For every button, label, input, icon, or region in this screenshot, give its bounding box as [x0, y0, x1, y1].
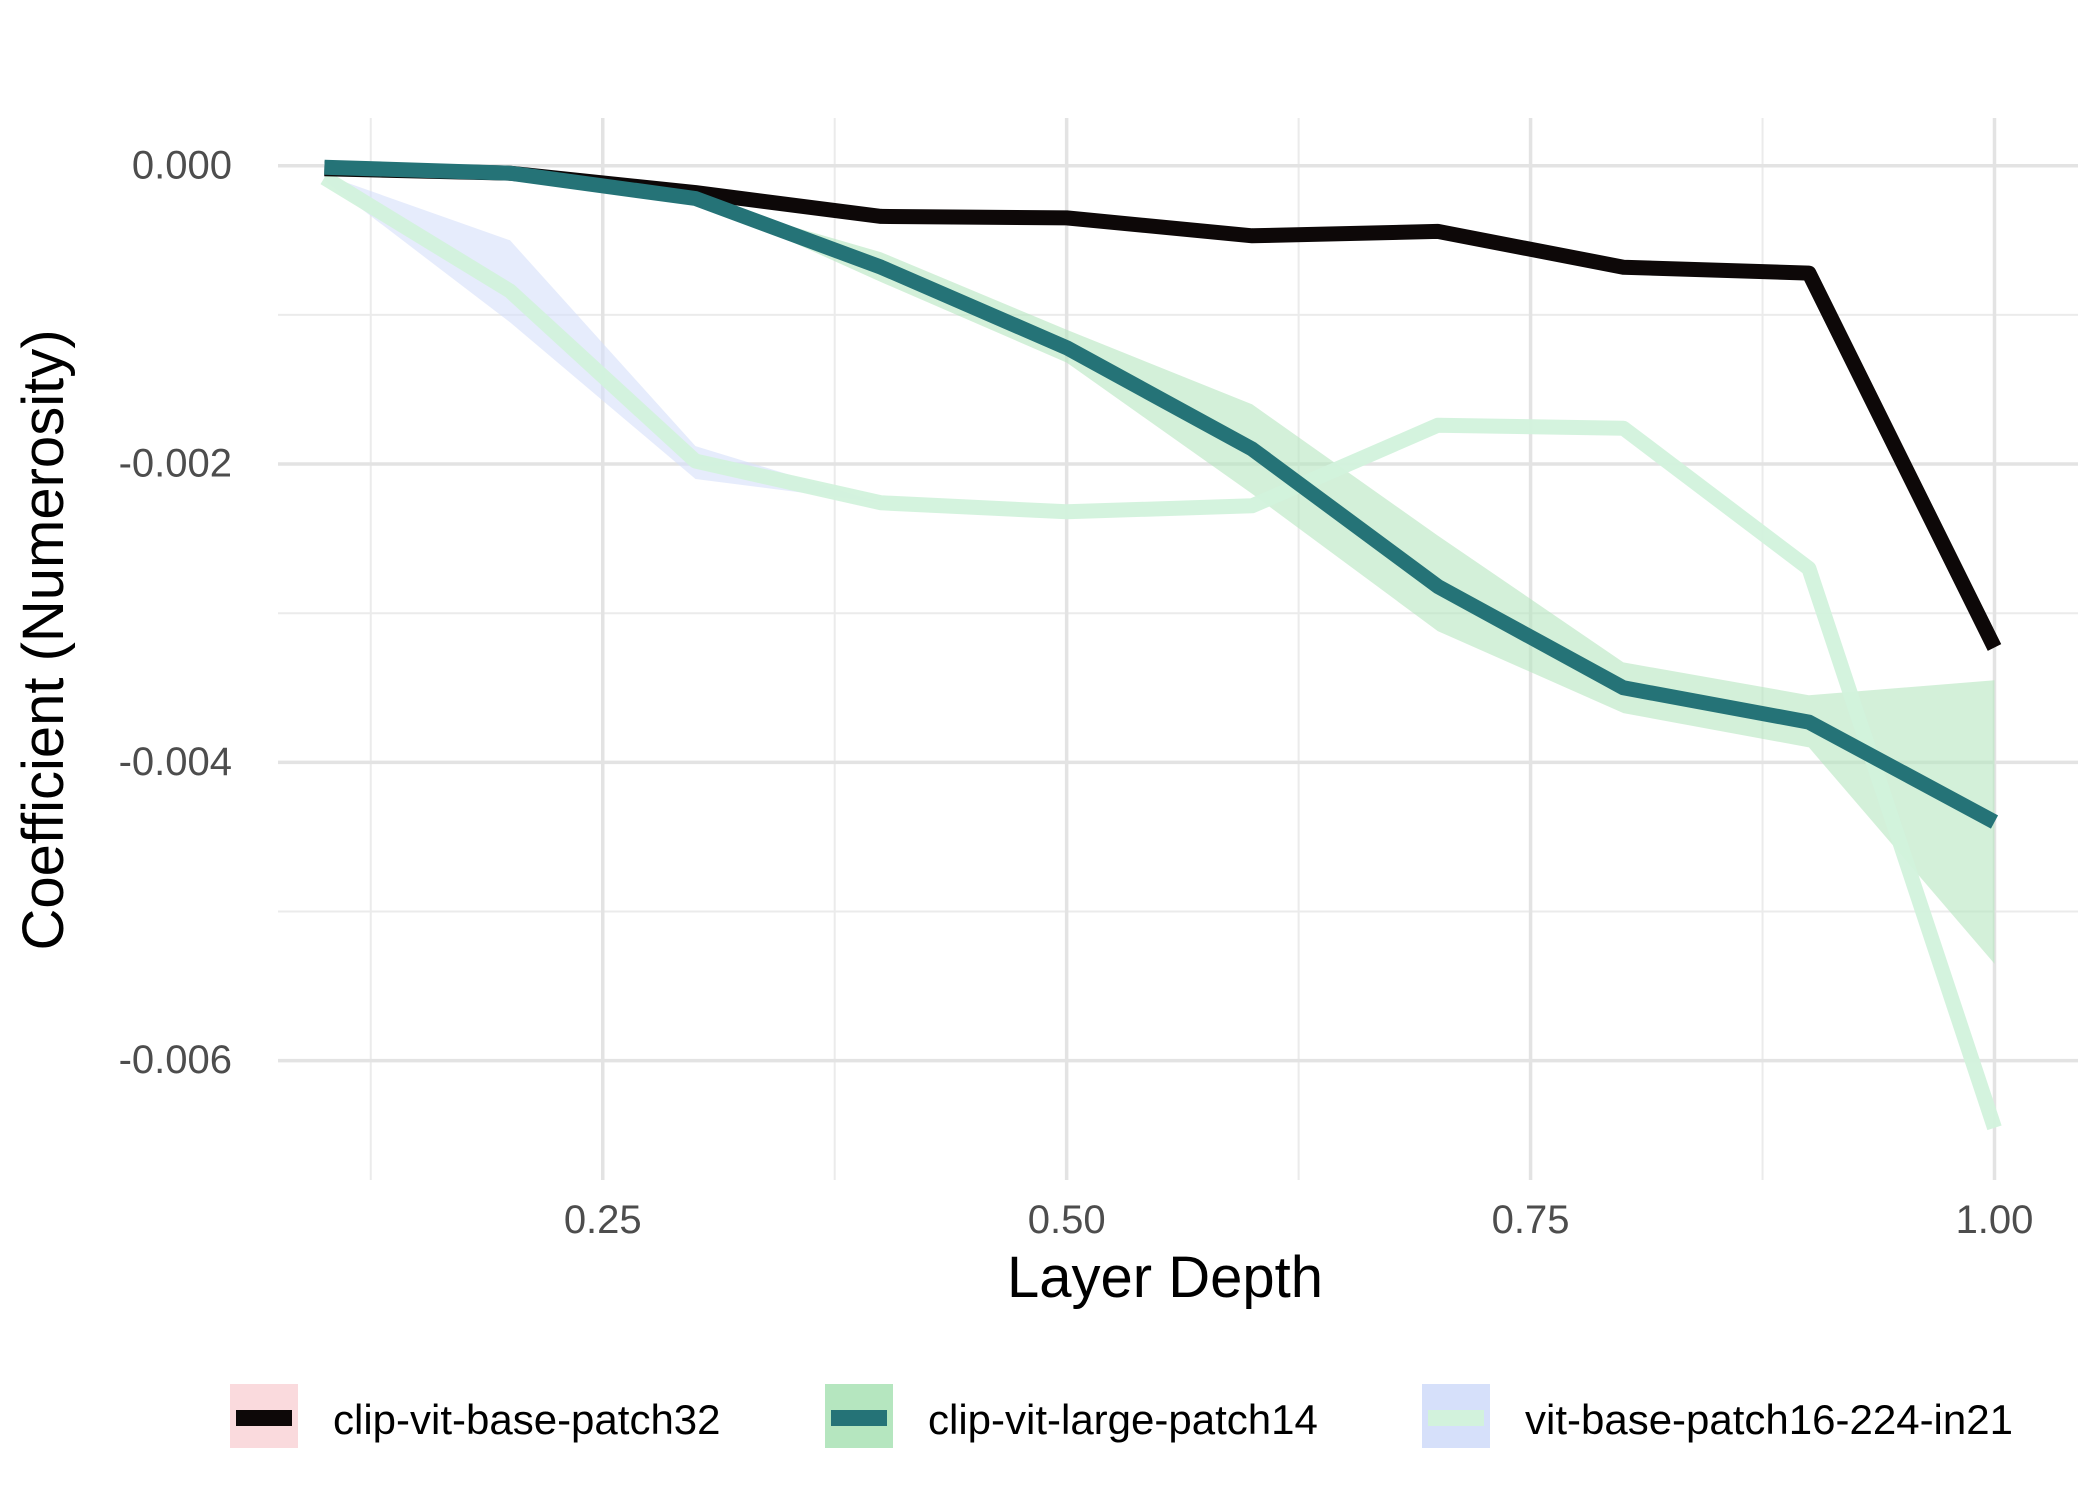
- line-clip-vit-large-patch14: [324, 159, 1999, 829]
- x-tick-label: 0.25: [564, 1198, 642, 1242]
- x-tick-label: 0.50: [1028, 1198, 1106, 1242]
- y-tick-label: 0.000: [132, 143, 232, 187]
- legend-label: clip-vit-base-patch32: [333, 1396, 721, 1443]
- x-tick-label: 0.75: [1492, 1198, 1570, 1242]
- x-axis-title: Layer Depth: [1007, 1245, 1323, 1310]
- legend-item: clip-vit-base-patch32: [230, 1384, 721, 1448]
- y-tick-label: -0.004: [119, 740, 232, 784]
- band-vit-base-patch16-224-in21: [324, 174, 1995, 1128]
- confidence-bands: [324, 167, 1995, 1128]
- y-tick-label: -0.002: [119, 442, 232, 486]
- axis-ticks: 0.000 -0.002 -0.004 -0.006 0.25 0.50 0.75 1.00: [119, 143, 2034, 1242]
- grid-lines: [278, 118, 2078, 1180]
- band-clip-vit-large-patch14: [324, 167, 1995, 964]
- y-tick-label: -0.006: [119, 1038, 232, 1082]
- legend-label: clip-vit-large-patch14: [928, 1396, 1318, 1443]
- legend-item: clip-vit-large-patch14: [825, 1384, 1318, 1448]
- line-vit-base-patch16-224-in21: [320, 171, 2002, 1131]
- x-tick-label: 1.00: [1956, 1198, 2034, 1242]
- series-lines: [320, 159, 2002, 1131]
- legend: clip-vit-base-patch32 clip-vit-large-patc…: [230, 1384, 2013, 1448]
- legend-label: vit-base-patch16-224-in21: [1525, 1396, 2013, 1443]
- legend-item: vit-base-patch16-224-in21: [1422, 1384, 2013, 1448]
- y-axis-title: Coefficient (Numerosity): [11, 329, 76, 950]
